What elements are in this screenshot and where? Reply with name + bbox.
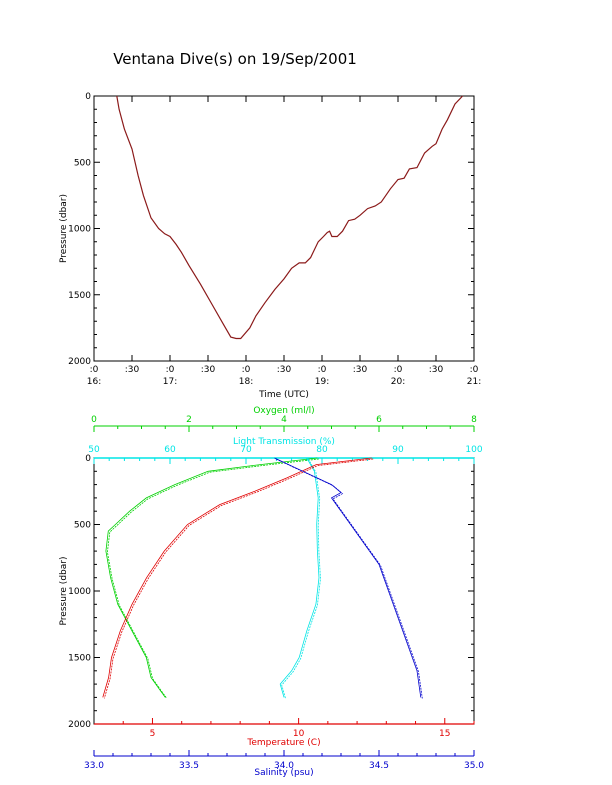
salinity-tick-label: 33.0 <box>84 761 104 771</box>
y-tick-label: 500 <box>74 158 91 168</box>
salinity-profile-line <box>274 457 422 698</box>
oxygen-axis-label: Oxygen (ml/l) <box>253 406 314 416</box>
temperature-tick-label: 10 <box>293 729 305 739</box>
x-tick-label: :30 <box>125 365 140 375</box>
y-tick-label: 0 <box>85 92 91 102</box>
x-tick-label: 21: <box>467 377 481 387</box>
y-tick-label: 500 <box>74 521 91 531</box>
temperature-axis-label: Temperature (C) <box>246 738 320 748</box>
temperature-tick-label: 5 <box>150 729 156 739</box>
y-tick-label: 2000 <box>68 720 91 730</box>
x-tick-label: 18: <box>239 377 253 387</box>
y-tick-label: 1000 <box>68 587 91 597</box>
x-tick-label: :30 <box>277 365 292 375</box>
transmission-tick-label: 80 <box>316 445 328 455</box>
temperature-profile-line <box>102 457 372 698</box>
y-tick-label: 2000 <box>68 357 91 367</box>
oxygen-profile-line <box>106 458 319 699</box>
x-tick-label: 19: <box>315 377 329 387</box>
salinity-tick-label: 34.0 <box>274 761 294 771</box>
y-axis-label: Pressure (dbar) <box>59 194 69 263</box>
transmission-tick-label: 100 <box>465 445 482 455</box>
temperature-tick-label: 15 <box>439 729 450 739</box>
oxygen-tick-label: 0 <box>91 415 97 425</box>
salinity-tick-label: 34.5 <box>369 761 389 771</box>
x-tick-label: :0 <box>394 365 403 375</box>
transmission-tick-label: 50 <box>88 445 100 455</box>
page-title: Ventana Dive(s) on 19/Sep/2001 <box>113 50 357 68</box>
depth-trace-line <box>116 95 464 340</box>
y-tick-label: 1500 <box>68 654 91 664</box>
x-tick-label: 17: <box>163 377 177 387</box>
x-tick-label: 16: <box>87 377 101 387</box>
temperature-profile-line <box>103 458 374 699</box>
oxygen-profile-line <box>105 457 318 698</box>
transmission-tick-label: 60 <box>164 445 176 455</box>
x-tick-label: :30 <box>201 365 216 375</box>
oxygen-tick-label: 6 <box>376 415 382 425</box>
transmission-axis-label: Light Transmission (%) <box>233 437 335 447</box>
salinity-profile-line <box>275 458 423 699</box>
transmission-profile-line <box>281 458 321 699</box>
salinity-axis-label: Salinity (psu) <box>254 768 313 778</box>
x-tick-label: 20: <box>391 377 405 387</box>
x-axis-label: Time (UTC) <box>258 390 309 400</box>
x-tick-label: :30 <box>429 365 444 375</box>
plot2-frame <box>93 457 475 725</box>
x-tick-label: :0 <box>470 365 479 375</box>
transmission-tick-label: 70 <box>240 445 252 455</box>
x-tick-label: :0 <box>90 365 99 375</box>
transmission-profile-line <box>279 457 320 698</box>
x-tick-label: :0 <box>318 365 327 375</box>
plot1-frame <box>93 95 475 362</box>
x-tick-label: :0 <box>166 365 175 375</box>
transmission-tick-label: 90 <box>392 445 404 455</box>
x-tick-label: :0 <box>242 365 251 375</box>
oxygen-tick-label: 4 <box>281 415 287 425</box>
x-tick-label: :30 <box>353 365 368 375</box>
oxygen-tick-label: 8 <box>471 415 477 425</box>
y-tick-label: 1500 <box>68 291 91 301</box>
y-axis-label: Pressure (dbar) <box>59 557 69 626</box>
y-tick-label: 0 <box>85 454 91 464</box>
salinity-tick-label: 35.0 <box>464 761 484 771</box>
oxygen-tick-label: 2 <box>186 415 192 425</box>
salinity-tick-label: 33.5 <box>179 761 199 771</box>
y-tick-label: 1000 <box>68 225 91 235</box>
